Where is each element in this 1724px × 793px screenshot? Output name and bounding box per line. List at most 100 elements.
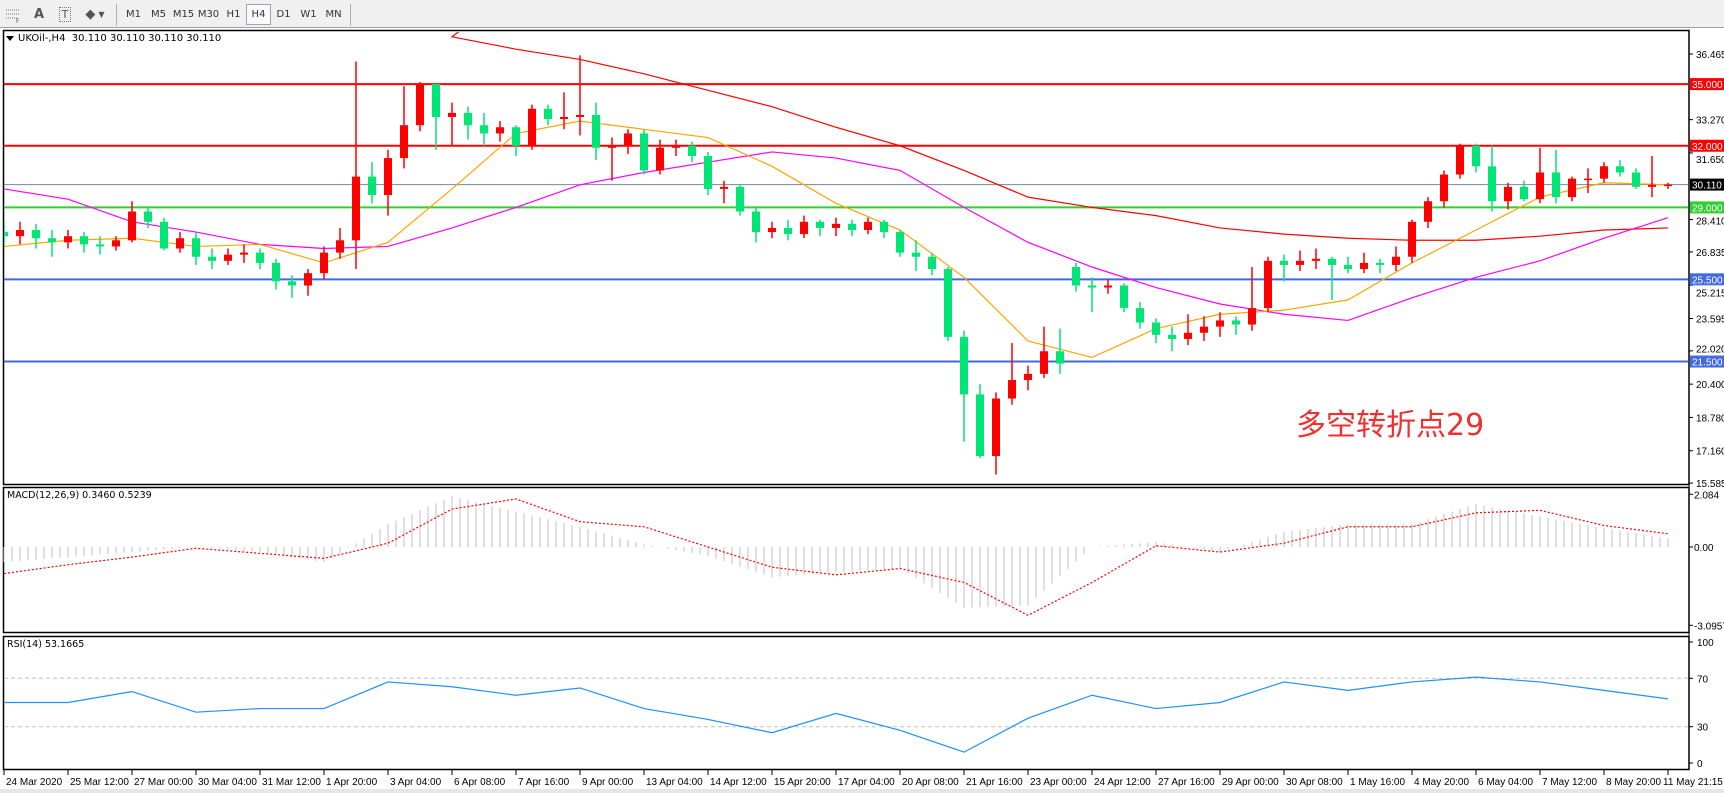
price-tick-label: 23.595 — [1696, 314, 1724, 325]
timeframe-m5-button[interactable]: M5 — [151, 9, 166, 20]
candle-body — [1088, 285, 1096, 288]
timeframe-h4-button[interactable]: H4 — [246, 4, 271, 25]
candle-body — [832, 223, 840, 228]
candle-body — [1408, 221, 1416, 257]
candle-body — [928, 256, 936, 270]
candle — [720, 180, 728, 204]
candle-body — [560, 116, 568, 120]
candle — [80, 232, 88, 253]
candle-body — [624, 133, 632, 146]
time-tick-label: 15 Apr 20:00 — [774, 777, 831, 788]
candle-body — [736, 186, 744, 212]
candle — [1152, 318, 1160, 344]
candle — [576, 55, 584, 136]
candle — [672, 139, 680, 157]
timeframe-m30-button[interactable]: M30 — [197, 9, 220, 20]
rsi-panel — [2, 635, 1690, 771]
candle — [1344, 256, 1352, 274]
price-line-label-box — [1690, 273, 1724, 286]
timeframe-h1-button[interactable]: H1 — [226, 9, 241, 20]
candle-body — [48, 238, 56, 243]
candle-body — [144, 211, 152, 222]
candle-body — [1568, 178, 1576, 198]
candle-body — [272, 262, 280, 282]
candle — [1408, 219, 1416, 263]
candle — [1520, 180, 1528, 202]
candle — [544, 104, 552, 126]
timeframe-w1-button[interactable]: W1 — [300, 9, 317, 20]
candle-body — [896, 232, 904, 253]
candle-body — [992, 398, 1000, 457]
candle — [1040, 326, 1048, 378]
candle-body — [1152, 322, 1160, 335]
candle — [1056, 328, 1064, 374]
grid-icon[interactable]: F — [0, 4, 26, 25]
price-tick-label: 36.465 — [1696, 50, 1724, 61]
shapes-icon[interactable]: ◆ ▼ — [85, 7, 105, 22]
candle — [1008, 343, 1016, 405]
candle-body — [336, 240, 344, 253]
macd-label: MACD(12,26,9) 0.3460 0.5239 — [7, 490, 152, 501]
candle-body — [480, 125, 488, 134]
candle-body — [1456, 145, 1464, 175]
candle — [1104, 279, 1112, 294]
candle-body — [528, 108, 536, 146]
candle — [1264, 256, 1272, 313]
candle-body — [880, 221, 888, 233]
candle — [208, 248, 216, 270]
timeframe-m15-button[interactable]: M15 — [172, 9, 195, 20]
price-line-label-box — [1690, 139, 1724, 152]
candle-body — [960, 336, 968, 395]
candle-body — [176, 238, 184, 249]
candle-body — [1392, 256, 1400, 265]
candle — [32, 223, 40, 249]
candle — [368, 162, 376, 204]
candle — [528, 104, 536, 150]
candle — [1392, 246, 1400, 272]
candle — [64, 230, 72, 249]
timeframe-d1-button[interactable]: D1 — [276, 9, 291, 20]
candle — [96, 236, 104, 255]
candle — [416, 82, 424, 132]
text-a-icon[interactable]: A — [33, 7, 45, 22]
candle-body — [224, 254, 232, 261]
timeframe-mn-button[interactable]: MN — [325, 9, 342, 20]
candle — [352, 61, 360, 270]
candle — [1216, 312, 1224, 337]
candle — [1072, 262, 1080, 292]
candle — [1024, 365, 1032, 391]
candle — [752, 207, 760, 243]
candle-body — [1520, 186, 1528, 200]
candle — [688, 141, 696, 163]
candle — [1584, 168, 1592, 194]
candle-body — [32, 230, 40, 239]
candle — [1360, 252, 1368, 274]
candle — [592, 102, 600, 161]
candle-body — [720, 186, 728, 189]
candle-body — [112, 240, 120, 247]
candle — [112, 236, 120, 251]
candle — [1440, 170, 1448, 208]
candle — [1424, 197, 1432, 228]
candle — [304, 269, 312, 296]
timeframe-m1-button[interactable]: M1 — [126, 9, 141, 20]
candle-body — [320, 252, 328, 274]
candle — [160, 217, 168, 251]
candle — [992, 392, 1000, 475]
candle-body — [384, 158, 392, 196]
candle — [912, 240, 920, 272]
candle — [336, 227, 344, 259]
candle — [176, 232, 184, 253]
dropdown-triangle-icon[interactable] — [6, 35, 14, 41]
candle-body — [352, 176, 360, 241]
text-label-icon[interactable]: T — [52, 4, 78, 25]
time-tick-label: 25 Mar 12:00 — [70, 777, 129, 788]
chart-annotation[interactable]: 多空转折点29 — [1296, 408, 1485, 443]
candle — [896, 230, 904, 257]
candle-body — [1168, 334, 1176, 339]
time-tick-label: 13 Apr 04:00 — [646, 777, 703, 788]
candle — [1088, 277, 1096, 313]
candle-body — [1504, 186, 1512, 202]
chevron-down-icon[interactable]: ▼ — [98, 10, 105, 19]
